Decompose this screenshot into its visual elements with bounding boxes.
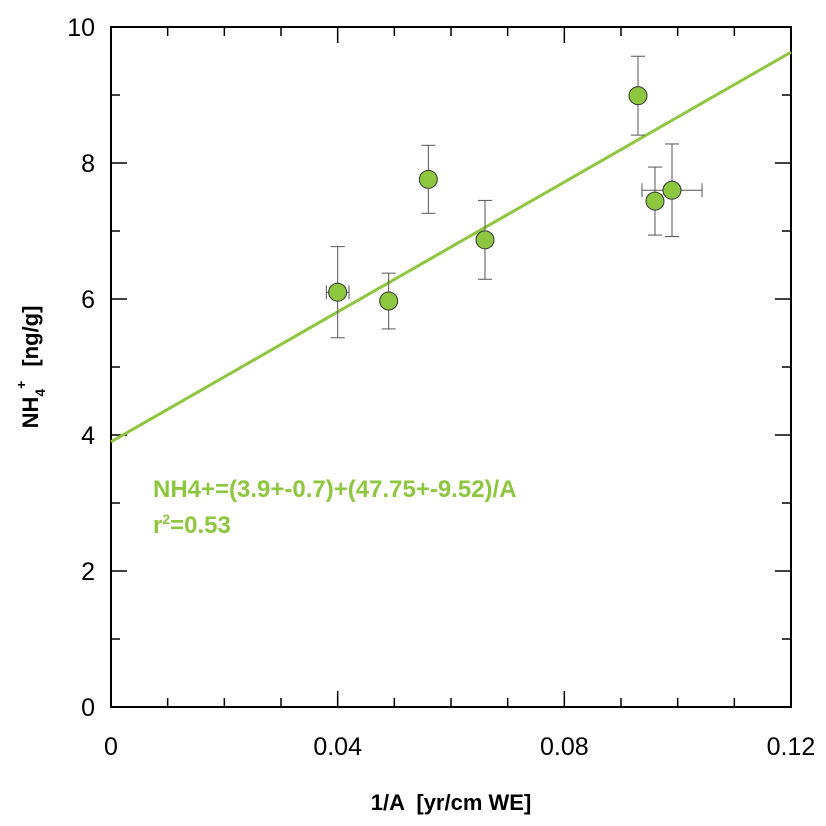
r-base: r (153, 512, 162, 539)
r-squared: r2=0.53 (153, 511, 231, 539)
equation: NH4+=(3.9+-0.7)+(47.75+-9.52)/A (153, 476, 517, 503)
x-tick-label: 0.12 (767, 733, 816, 761)
y-tick-label: 4 (81, 422, 95, 450)
y-axis-label: NH4+ [ng/g] (13, 306, 48, 429)
y-tick-label: 8 (81, 150, 95, 178)
y-tick-label: 0 (81, 694, 95, 722)
y-label-sub: 4 (32, 389, 48, 397)
y-tick-label: 2 (81, 558, 95, 586)
x-tick-label: 0.04 (313, 733, 362, 761)
point (379, 291, 399, 311)
point (475, 230, 495, 250)
y-tick-label: 6 (81, 286, 95, 314)
point (628, 86, 648, 106)
r-sup: 2 (162, 511, 170, 527)
fit-line (110, 50, 792, 444)
y-label-sup: + (13, 381, 29, 389)
point (328, 282, 348, 302)
point (662, 180, 682, 200)
annotation: NH4+=(3.9+-0.7)+(47.75+-9.52)/A r2=0.53 (153, 476, 517, 539)
plot-frame (110, 26, 792, 708)
r-rest: =0.53 (170, 512, 231, 539)
x-axis-label: 1/A [yr/cm WE] (371, 790, 532, 815)
point (645, 191, 665, 211)
x-tick-label: 0 (104, 733, 118, 761)
y-label-unit: [ng/g] (18, 306, 43, 367)
y-tick-label: 10 (67, 14, 95, 42)
y-label-base: NH (18, 397, 43, 429)
point (418, 169, 438, 189)
x-tick-label: 0.08 (540, 733, 589, 761)
